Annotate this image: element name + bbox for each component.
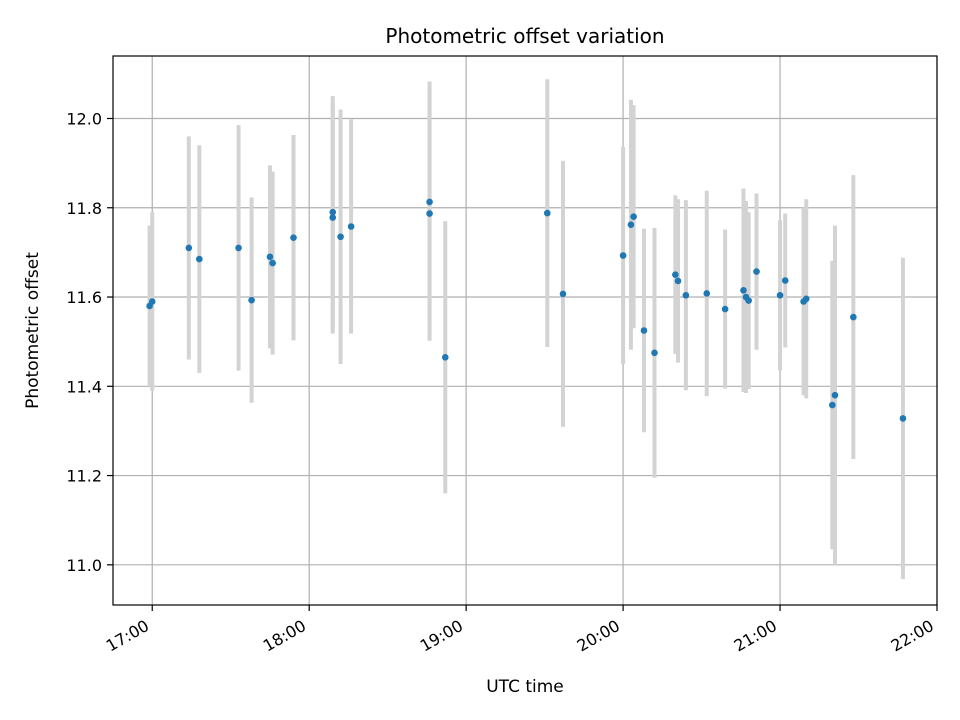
data-point (235, 244, 242, 252)
data-point (781, 277, 789, 284)
data-point (196, 255, 203, 263)
y-tick-label: 11.0 (66, 556, 102, 575)
y-tick-label: 11.2 (66, 467, 102, 486)
data-point (850, 313, 857, 321)
data-point (148, 298, 156, 305)
data-point (329, 208, 337, 216)
data-point (426, 210, 433, 217)
plot-frame (112, 55, 938, 606)
data-point (753, 268, 760, 275)
data-point (721, 305, 729, 313)
data-point (831, 391, 839, 399)
data-point (627, 221, 635, 229)
data-point (269, 259, 276, 267)
data-point (899, 415, 907, 422)
data-point (543, 209, 551, 217)
data-point (672, 271, 679, 279)
data-point (347, 223, 355, 230)
data-point (703, 290, 711, 297)
data-point (337, 233, 344, 241)
data-point (802, 295, 810, 303)
data-point (290, 234, 297, 241)
chart-title: Photometric offset variation (385, 24, 664, 48)
y-tick-label: 12.0 (66, 109, 102, 128)
data-point (185, 244, 193, 252)
data-point (630, 213, 637, 220)
data-point (559, 290, 567, 298)
data-point (674, 277, 682, 285)
x-axis-label: UTC time (486, 677, 564, 697)
data-point (682, 291, 690, 299)
data-point (329, 214, 337, 221)
data-points (146, 198, 907, 422)
data-point (619, 252, 627, 259)
data-point (640, 327, 648, 334)
y-tick-label: 11.8 (66, 199, 102, 218)
data-point (248, 296, 255, 304)
data-point (651, 349, 658, 357)
y-tick-label: 11.6 (66, 288, 102, 307)
data-point (441, 353, 449, 361)
y-axis-label: Photometric offset (23, 252, 43, 409)
data-point (745, 297, 752, 304)
data-point (740, 287, 747, 294)
data-point (426, 198, 433, 206)
y-tick-label: 11.4 (66, 377, 102, 396)
data-point (776, 291, 784, 299)
data-point (266, 253, 274, 261)
data-point (829, 401, 836, 409)
y-axis-ticks: 11.0 11.2 11.4 11.6 11.8 12.0 (66, 109, 113, 575)
